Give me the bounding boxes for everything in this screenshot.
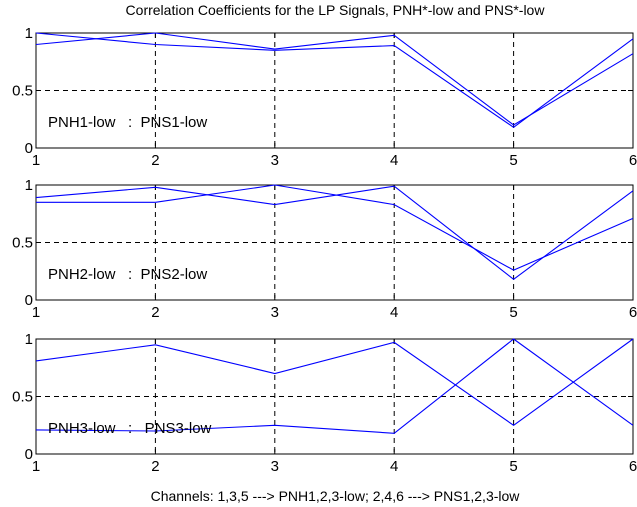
y-tick-label: 1 — [25, 177, 33, 194]
x-tick-label: 5 — [509, 304, 517, 321]
y-tick-label: 0 — [25, 292, 33, 309]
panel-annotation: PNH2-low : PNS2-low — [48, 266, 207, 283]
x-axis-label: Channels: 1,3,5 ---> PNH1,2,3-low; 2,4,6… — [151, 488, 521, 504]
y-tick-label: 0.5 — [12, 389, 33, 406]
x-tick-label: 6 — [629, 152, 637, 169]
x-tick-label: 4 — [390, 304, 398, 321]
x-tick-label: 5 — [509, 458, 517, 475]
series-line-1 — [35, 185, 634, 280]
chart-title: Correlation Coefficients for the LP Sign… — [126, 2, 546, 18]
x-tick-label: 2 — [151, 458, 159, 475]
subplot-3: 1 2 3 4 5 6 0 0.5 1 PNH3-low : PNS3-low — [12, 331, 637, 475]
subplot-1: 1 2 3 4 5 6 0 0.5 1 PNH1-low : PNS1-low — [12, 25, 637, 169]
x-tick-label: 4 — [390, 458, 398, 475]
subplots: 1 2 3 4 5 6 0 0.5 1 PNH1-low : PNS1-low 1 2 3 4 5 6 0 0.5… — [12, 25, 637, 475]
series-line-1 — [35, 338, 634, 426]
x-tick-label: 1 — [32, 152, 40, 169]
series-line-2 — [35, 32, 634, 126]
x-tick-label: 5 — [509, 152, 517, 169]
series-line-2 — [36, 184, 634, 271]
panel-annotation: PNH1-low : PNS1-low — [48, 114, 207, 131]
x-tick-label: 3 — [271, 152, 279, 169]
x-tick-label: 1 — [32, 458, 40, 475]
x-tick-label: 4 — [390, 152, 398, 169]
x-tick-label: 6 — [629, 458, 637, 475]
y-tick-label: 1 — [25, 25, 33, 42]
y-tick-label: 0 — [25, 140, 33, 157]
x-tick-label: 3 — [271, 458, 279, 475]
subplot-2: 1 2 3 4 5 6 0 0.5 1 PNH2-low : PNS2-low — [12, 177, 637, 321]
x-tick-label: 1 — [32, 304, 40, 321]
panel-annotation: PNH3-low : PNS3-low — [48, 420, 212, 437]
y-tick-label: 1 — [25, 331, 33, 348]
y-tick-label: 0.5 — [12, 83, 33, 100]
x-tick-label: 3 — [271, 304, 279, 321]
y-tick-label: 0.5 — [12, 235, 33, 252]
x-tick-label: 6 — [629, 304, 637, 321]
y-tick-label: 0 — [25, 446, 33, 463]
x-tick-label: 2 — [151, 304, 159, 321]
series-line-2 — [35, 338, 634, 434]
x-tick-label: 2 — [151, 152, 159, 169]
